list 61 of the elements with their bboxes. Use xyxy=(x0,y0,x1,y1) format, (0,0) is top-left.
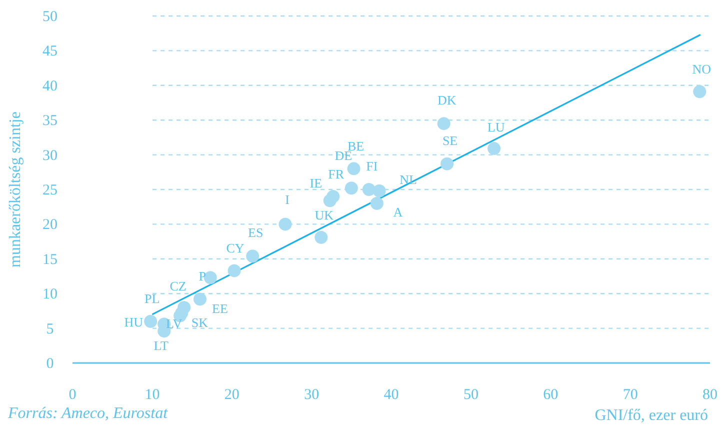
y-tick-label: 15 xyxy=(42,252,58,268)
annotation: NL xyxy=(400,172,418,187)
point xyxy=(246,250,260,263)
point xyxy=(194,292,206,306)
y-axis-title: munkaerőköltség szintje xyxy=(7,112,24,268)
y-tick-label: 50 xyxy=(42,9,58,25)
point xyxy=(228,264,241,278)
annotation: SE xyxy=(442,132,458,148)
point xyxy=(440,157,454,170)
point xyxy=(370,196,384,210)
point xyxy=(144,314,158,328)
y-tick-label: 0 xyxy=(46,356,54,372)
y-tick-label: 45 xyxy=(42,44,58,60)
x-tick-label: 80 xyxy=(702,387,718,403)
point xyxy=(488,142,501,156)
x-tick-label: 30 xyxy=(304,387,320,403)
y-tick-label: 35 xyxy=(42,113,58,130)
point xyxy=(314,230,328,244)
x-tick-label: 70 xyxy=(622,387,638,403)
y-tick-label: 20 xyxy=(42,217,58,234)
point xyxy=(178,300,191,314)
annotation: DK xyxy=(437,92,457,108)
x-axis-title: GNI/fő, ezer euró xyxy=(594,407,708,424)
x-tick-label: 40 xyxy=(384,387,399,403)
point xyxy=(278,218,292,231)
point xyxy=(437,117,450,130)
y-tick-label: 25 xyxy=(42,182,58,198)
annotation: LU xyxy=(487,120,506,135)
y-tick-label: 10 xyxy=(42,286,58,303)
y-tick-label: 40 xyxy=(42,78,58,94)
annotation: HU xyxy=(124,314,144,330)
point xyxy=(372,184,386,198)
point xyxy=(347,162,360,176)
point xyxy=(693,85,706,98)
y-tick-label: 5 xyxy=(46,321,54,338)
annotation: LV xyxy=(166,316,183,331)
x-tick-label: 0 xyxy=(68,387,76,403)
text: Forrás: Ameco, Eurostat xyxy=(7,405,168,422)
y-tick-label: 30 xyxy=(42,148,58,164)
annotation: FR xyxy=(328,166,344,182)
point xyxy=(344,182,358,195)
annotation: CY xyxy=(226,240,245,256)
annotation: PL xyxy=(144,291,160,306)
annotation: LT xyxy=(154,338,169,354)
annotation: CZ xyxy=(170,278,186,294)
annotation: UK xyxy=(314,207,334,222)
annotation: I xyxy=(285,192,290,208)
x-tick-label: 50 xyxy=(463,387,478,403)
annotation: ES xyxy=(248,225,264,240)
annotation: NO xyxy=(692,62,712,77)
annotation: SK xyxy=(191,315,209,330)
annotation: EE xyxy=(212,301,228,316)
annotation: IE xyxy=(310,176,322,191)
x-tick-label: 60 xyxy=(543,387,558,403)
x-tick-label: 20 xyxy=(224,387,240,403)
annotation: FI xyxy=(366,158,378,174)
point xyxy=(326,190,340,203)
annotation: A xyxy=(393,204,404,220)
x-tick-label: 10 xyxy=(144,387,160,403)
annotation: P xyxy=(198,268,206,284)
point xyxy=(204,271,217,284)
